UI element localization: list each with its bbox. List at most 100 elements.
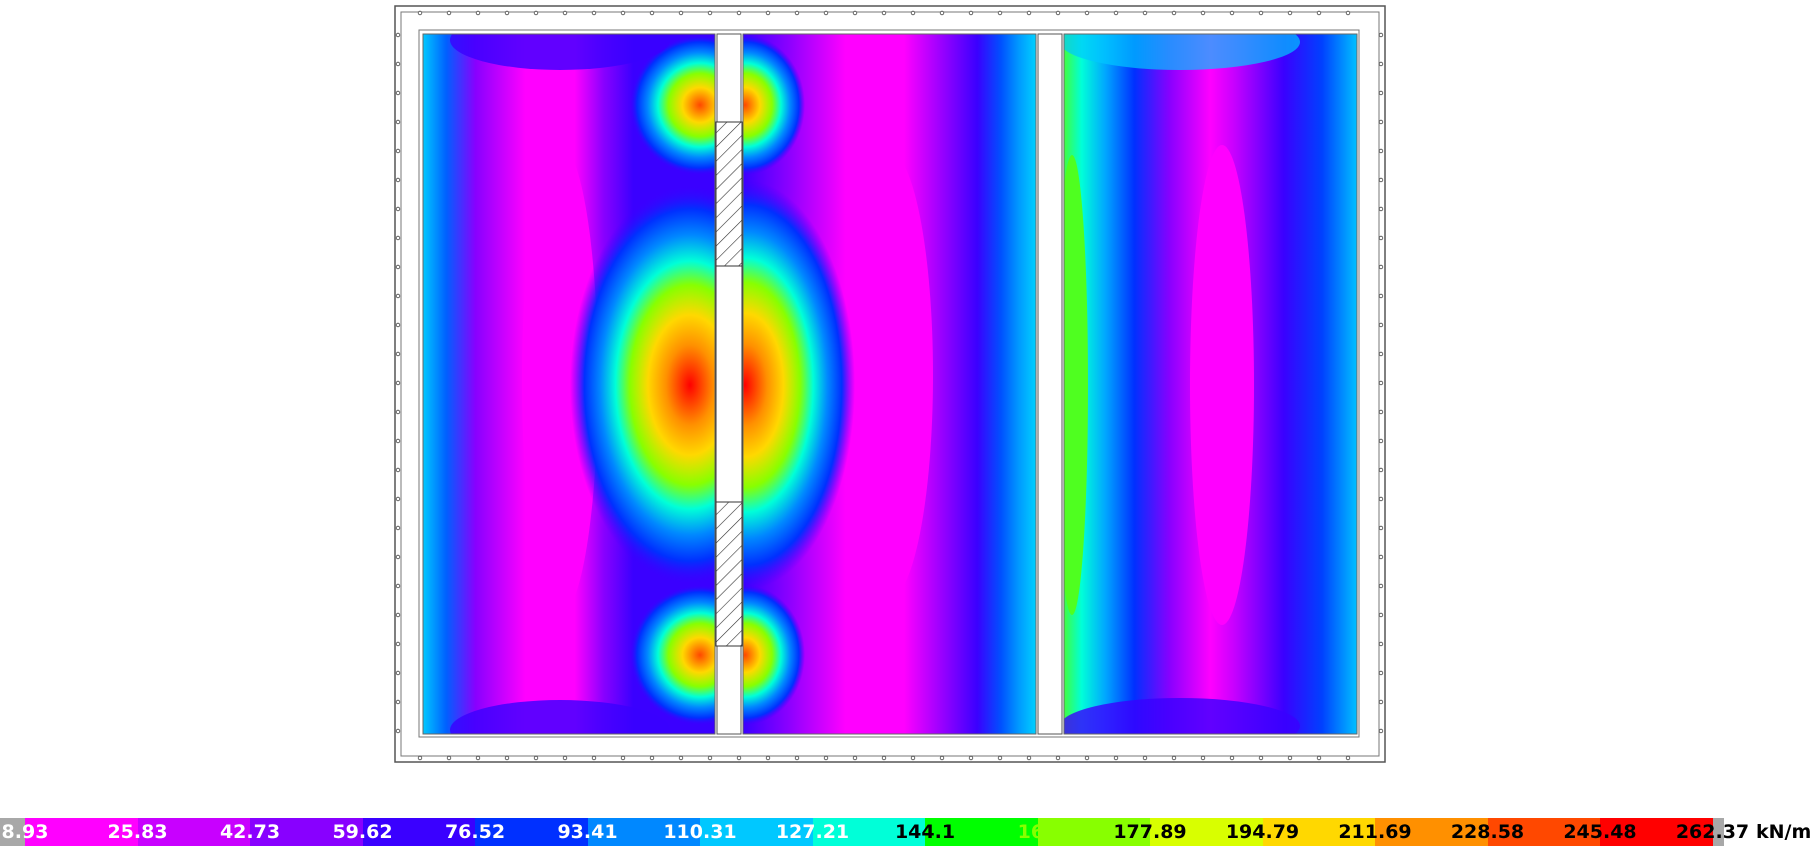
support-marker bbox=[475, 755, 481, 761]
legend-label: 110.31 bbox=[663, 821, 737, 843]
support-marker bbox=[475, 10, 481, 16]
center-wall bbox=[715, 33, 743, 735]
support-marker bbox=[395, 583, 401, 589]
color-legend: 8.93 25.83 42.73 59.62 76.52 93.41 110.31 127.2… bbox=[0, 818, 1812, 846]
legend-swatch bbox=[0, 818, 25, 846]
support-marker bbox=[707, 755, 713, 761]
support-marker bbox=[1084, 755, 1090, 761]
support-marker bbox=[678, 755, 684, 761]
support-marker bbox=[1378, 235, 1384, 241]
legend-swatch bbox=[1487, 818, 1600, 846]
support-marker bbox=[562, 755, 568, 761]
support-marker bbox=[395, 409, 401, 415]
legend-swatch bbox=[1600, 818, 1713, 846]
support-marker bbox=[395, 351, 401, 357]
support-marker bbox=[823, 755, 829, 761]
hatched-column-top bbox=[715, 121, 743, 267]
support-marker bbox=[1055, 755, 1061, 761]
support-marker bbox=[1142, 755, 1148, 761]
legend-label: 161 bbox=[1017, 821, 1058, 843]
support-marker bbox=[678, 10, 684, 16]
legend-swatch bbox=[475, 818, 588, 846]
support-marker bbox=[765, 755, 771, 761]
support-marker bbox=[1378, 670, 1384, 676]
support-marker bbox=[1378, 409, 1384, 415]
support-marker bbox=[1378, 293, 1384, 299]
support-marker bbox=[417, 10, 423, 16]
support-marker bbox=[395, 612, 401, 618]
support-marker bbox=[395, 699, 401, 705]
support-marker bbox=[794, 10, 800, 16]
legend-swatch bbox=[700, 818, 813, 846]
support-marker bbox=[417, 755, 423, 761]
support-marker bbox=[852, 10, 858, 16]
legend-label: 42.73 bbox=[219, 821, 281, 843]
support-marker bbox=[395, 641, 401, 647]
left-slab-panel bbox=[423, 34, 715, 734]
support-marker bbox=[1378, 728, 1384, 734]
support-marker bbox=[1378, 119, 1384, 125]
support-marker bbox=[504, 10, 510, 16]
support-marker bbox=[1026, 755, 1032, 761]
legend-swatch bbox=[250, 818, 363, 846]
legend-label: 144.1 bbox=[894, 821, 956, 843]
support-marker bbox=[620, 755, 626, 761]
support-marker bbox=[1378, 351, 1384, 357]
support-marker bbox=[910, 755, 916, 761]
support-marker bbox=[1287, 755, 1293, 761]
support-marker bbox=[968, 755, 974, 761]
support-marker bbox=[395, 235, 401, 241]
support-marker bbox=[1378, 380, 1384, 386]
support-marker bbox=[1345, 755, 1351, 761]
support-marker bbox=[395, 438, 401, 444]
support-marker bbox=[1142, 10, 1148, 16]
support-marker bbox=[939, 755, 945, 761]
legend-swatch bbox=[1375, 818, 1488, 846]
support-marker bbox=[504, 755, 510, 761]
support-marker bbox=[1378, 438, 1384, 444]
support-marker bbox=[395, 177, 401, 183]
support-marker bbox=[446, 10, 452, 16]
legend-swatch bbox=[925, 818, 1038, 846]
legend-label: 262.37 bbox=[1675, 821, 1750, 843]
legend-label: 177.89 bbox=[1113, 821, 1187, 843]
support-marker bbox=[852, 755, 858, 761]
support-marker bbox=[1171, 10, 1177, 16]
support-marker bbox=[1345, 10, 1351, 16]
support-marker bbox=[823, 10, 829, 16]
support-marker bbox=[939, 10, 945, 16]
legend-label: 211.69 bbox=[1338, 821, 1412, 843]
support-marker bbox=[591, 755, 597, 761]
support-marker bbox=[794, 755, 800, 761]
support-marker bbox=[1378, 61, 1384, 67]
legend-swatch bbox=[362, 818, 475, 846]
support-marker bbox=[736, 755, 742, 761]
support-marker bbox=[395, 525, 401, 531]
support-marker bbox=[1378, 554, 1384, 560]
legend-label: 127.21 bbox=[775, 821, 850, 843]
support-marker bbox=[395, 554, 401, 560]
support-markers bbox=[395, 10, 1384, 761]
support-marker bbox=[533, 10, 539, 16]
support-marker bbox=[1378, 583, 1384, 589]
legend-label: 76.52 bbox=[444, 821, 506, 843]
legend-swatch bbox=[25, 818, 138, 846]
support-marker bbox=[1378, 525, 1384, 531]
support-marker bbox=[1026, 10, 1032, 16]
legend-label: 245.48 bbox=[1563, 821, 1637, 843]
support-marker bbox=[395, 32, 401, 38]
support-marker bbox=[1229, 755, 1235, 761]
support-marker bbox=[395, 119, 401, 125]
support-marker bbox=[1258, 755, 1264, 761]
support-marker bbox=[881, 755, 887, 761]
legend-swatch bbox=[1262, 818, 1375, 846]
support-marker bbox=[1200, 10, 1206, 16]
support-marker bbox=[1378, 496, 1384, 502]
support-marker bbox=[1378, 467, 1384, 473]
support-marker bbox=[1378, 32, 1384, 38]
support-marker bbox=[1229, 10, 1235, 16]
legend-label: 25.83 bbox=[107, 821, 168, 843]
support-marker bbox=[1378, 90, 1384, 96]
legend-unit: kN/m bbox=[1756, 821, 1812, 843]
legend-label: 228.58 bbox=[1450, 821, 1525, 843]
